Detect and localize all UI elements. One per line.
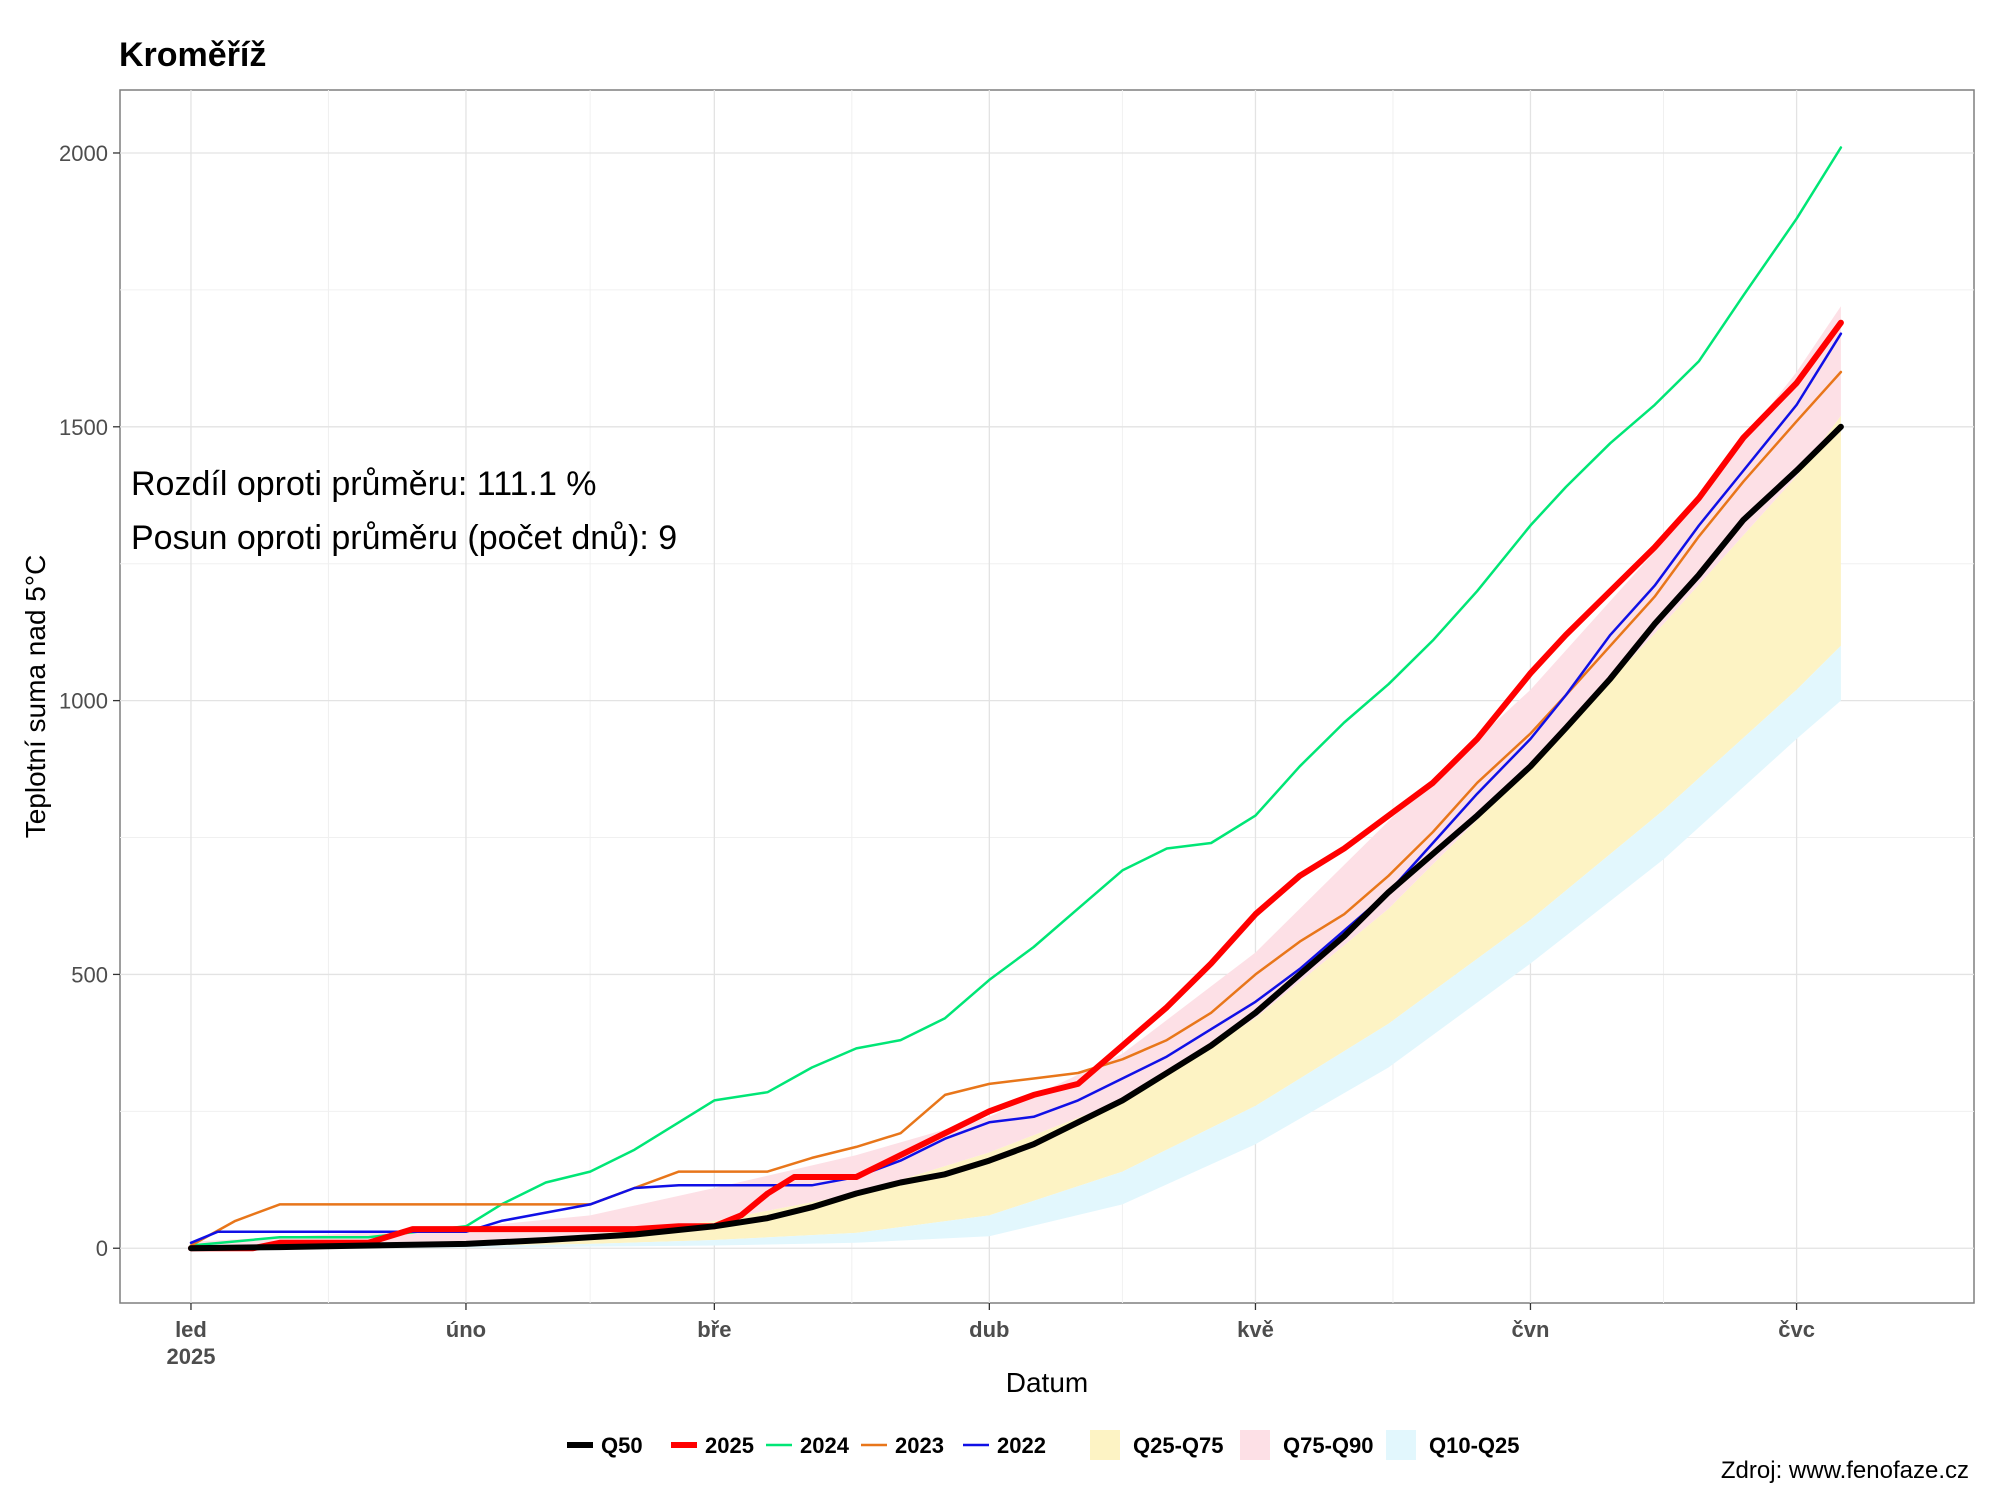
y-tick-label: 1500 bbox=[59, 415, 108, 440]
legend-key-q75-q90 bbox=[1240, 1430, 1270, 1460]
annotations: Rozdíl oproti průměru: 111.1 % Posun opro… bbox=[131, 465, 677, 557]
legend-label-2025: 2025 bbox=[705, 1433, 754, 1458]
legend-key-q25-q75 bbox=[1090, 1430, 1120, 1460]
series-line-2022 bbox=[189, 332, 1843, 1245]
series-line-2024 bbox=[189, 146, 1843, 1247]
x-tick-sublabel: 2025 bbox=[166, 1344, 215, 1369]
legend-key-q10-q25 bbox=[1386, 1430, 1416, 1460]
band-q10-q25 bbox=[191, 645, 1841, 1249]
x-tick-label: bře bbox=[697, 1317, 731, 1342]
x-tick-label: kvě bbox=[1237, 1317, 1274, 1342]
legend-label-q25-q75: Q25-Q75 bbox=[1133, 1433, 1224, 1458]
legend-label-q10-q25: Q10-Q25 bbox=[1429, 1433, 1520, 1458]
y-tick-label: 1000 bbox=[59, 689, 108, 714]
annotation-1: Rozdíl oproti průměru: 111.1 % bbox=[131, 465, 597, 503]
source-credit: Zdroj: www.fenofaze.cz bbox=[1720, 1457, 1969, 1484]
x-tick-label: čvc bbox=[1778, 1317, 1815, 1342]
y-tick-label: 2000 bbox=[59, 141, 108, 166]
band-q75-q90 bbox=[191, 306, 1841, 1248]
series-lines bbox=[188, 146, 1844, 1252]
x-tick-label: úno bbox=[446, 1317, 486, 1342]
legend-label-q50: Q50 bbox=[601, 1433, 643, 1458]
series-line-2025 bbox=[188, 319, 1844, 1252]
series-line-2023 bbox=[189, 370, 1843, 1247]
quantile-bands bbox=[191, 306, 1841, 1249]
legend-label-2024: 2024 bbox=[800, 1433, 850, 1458]
y-tick-label: 500 bbox=[71, 962, 108, 987]
chart-title: Kroměříž bbox=[119, 36, 267, 74]
legend: Q50 2025 2024 2023 2022 Q25-Q75 Q75-Q90 Q10-Q25 bbox=[567, 1430, 1520, 1460]
y-tick-label: 0 bbox=[96, 1236, 108, 1261]
legend-label-2022: 2022 bbox=[997, 1433, 1046, 1458]
x-tick-label: čvn bbox=[1511, 1317, 1549, 1342]
legend-label-q75-q90: Q75-Q90 bbox=[1283, 1433, 1374, 1458]
x-tick-label: led bbox=[175, 1317, 207, 1342]
y-axis-label: Teplotní suma nad 5°C bbox=[20, 555, 51, 839]
x-axis-label: Datum bbox=[1006, 1367, 1088, 1398]
series-line-q50 bbox=[188, 423, 1844, 1252]
legend-label-2023: 2023 bbox=[895, 1433, 944, 1458]
x-tick-label: dub bbox=[969, 1317, 1009, 1342]
annotation-2: Posun oproti průměru (počet dnů): 9 bbox=[131, 519, 677, 557]
band-q25-q75 bbox=[191, 415, 1841, 1249]
